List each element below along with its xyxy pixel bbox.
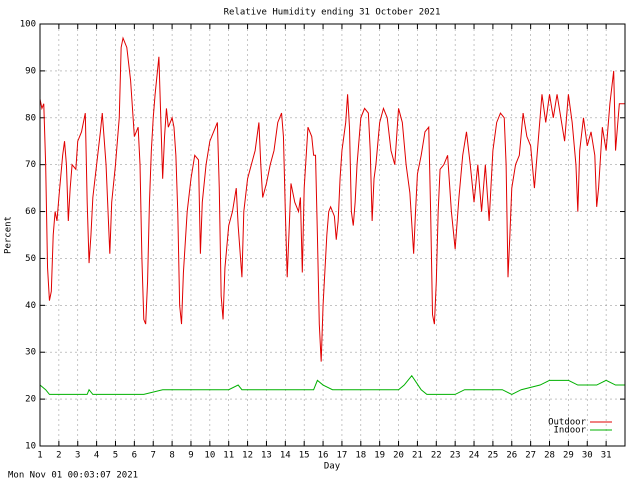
x-tick-label: 24 xyxy=(469,451,480,461)
y-tick-label: 60 xyxy=(25,207,36,217)
x-tick-label: 23 xyxy=(450,451,461,461)
x-tick-label: 29 xyxy=(563,451,574,461)
data-line xyxy=(39,36,625,362)
x-tick-label: 6 xyxy=(132,451,137,461)
x-tick-label: 12 xyxy=(242,451,253,461)
y-tick-label: 80 xyxy=(25,113,36,123)
x-tick-label: 30 xyxy=(582,451,593,461)
chart-title: Relative Humidity ending 31 October 2021 xyxy=(224,8,441,18)
timestamp: Mon Nov 01 00:03:07 2021 xyxy=(8,471,138,480)
x-tick-label: 25 xyxy=(487,451,498,461)
x-tick-label: 27 xyxy=(525,451,536,461)
x-axis-label: Day xyxy=(324,462,341,472)
x-tick-label: 16 xyxy=(318,451,329,461)
y-tick-label: 10 xyxy=(25,442,36,452)
x-tick-label: 13 xyxy=(261,451,272,461)
x-tick-label: 17 xyxy=(337,451,348,461)
x-tick-label: 31 xyxy=(601,451,612,461)
x-tick-label: 26 xyxy=(506,451,517,461)
x-tick-label: 22 xyxy=(431,451,442,461)
y-tick-label: 30 xyxy=(25,348,36,358)
x-tick-label: 11 xyxy=(223,451,234,461)
data-line xyxy=(39,374,625,395)
x-tick-label: 18 xyxy=(355,451,366,461)
x-tick-label: 3 xyxy=(75,451,80,461)
y-axis-label: Percent xyxy=(4,216,14,254)
x-tick-label: 5 xyxy=(113,451,118,461)
y-tick-label: 50 xyxy=(25,254,36,264)
y-tick-label: 40 xyxy=(25,301,36,311)
y-tick-label: 20 xyxy=(25,395,36,405)
x-tick-label: 15 xyxy=(299,451,310,461)
x-tick-label: 19 xyxy=(374,451,385,461)
x-tick-label: 10 xyxy=(204,451,215,461)
x-tick-label: 4 xyxy=(94,451,99,461)
legend-label: Indoor xyxy=(553,426,586,436)
y-tick-label: 90 xyxy=(25,66,36,76)
plot-frame xyxy=(39,23,626,447)
x-tick-label: 1 xyxy=(37,451,42,461)
legend-label: Outdoor xyxy=(548,418,587,428)
x-tick-label: 2 xyxy=(56,451,61,461)
x-tick-label: 9 xyxy=(188,451,193,461)
x-tick-label: 8 xyxy=(169,451,174,461)
x-tick-label: 20 xyxy=(393,451,404,461)
x-tick-label: 28 xyxy=(544,451,555,461)
y-tick-label: 70 xyxy=(25,160,36,170)
plot xyxy=(39,36,625,395)
x-tick-label: 21 xyxy=(412,451,423,461)
y-tick-label: 100 xyxy=(20,20,36,30)
x-tick-label: 14 xyxy=(280,451,291,461)
x-tick-label: 7 xyxy=(151,451,156,461)
